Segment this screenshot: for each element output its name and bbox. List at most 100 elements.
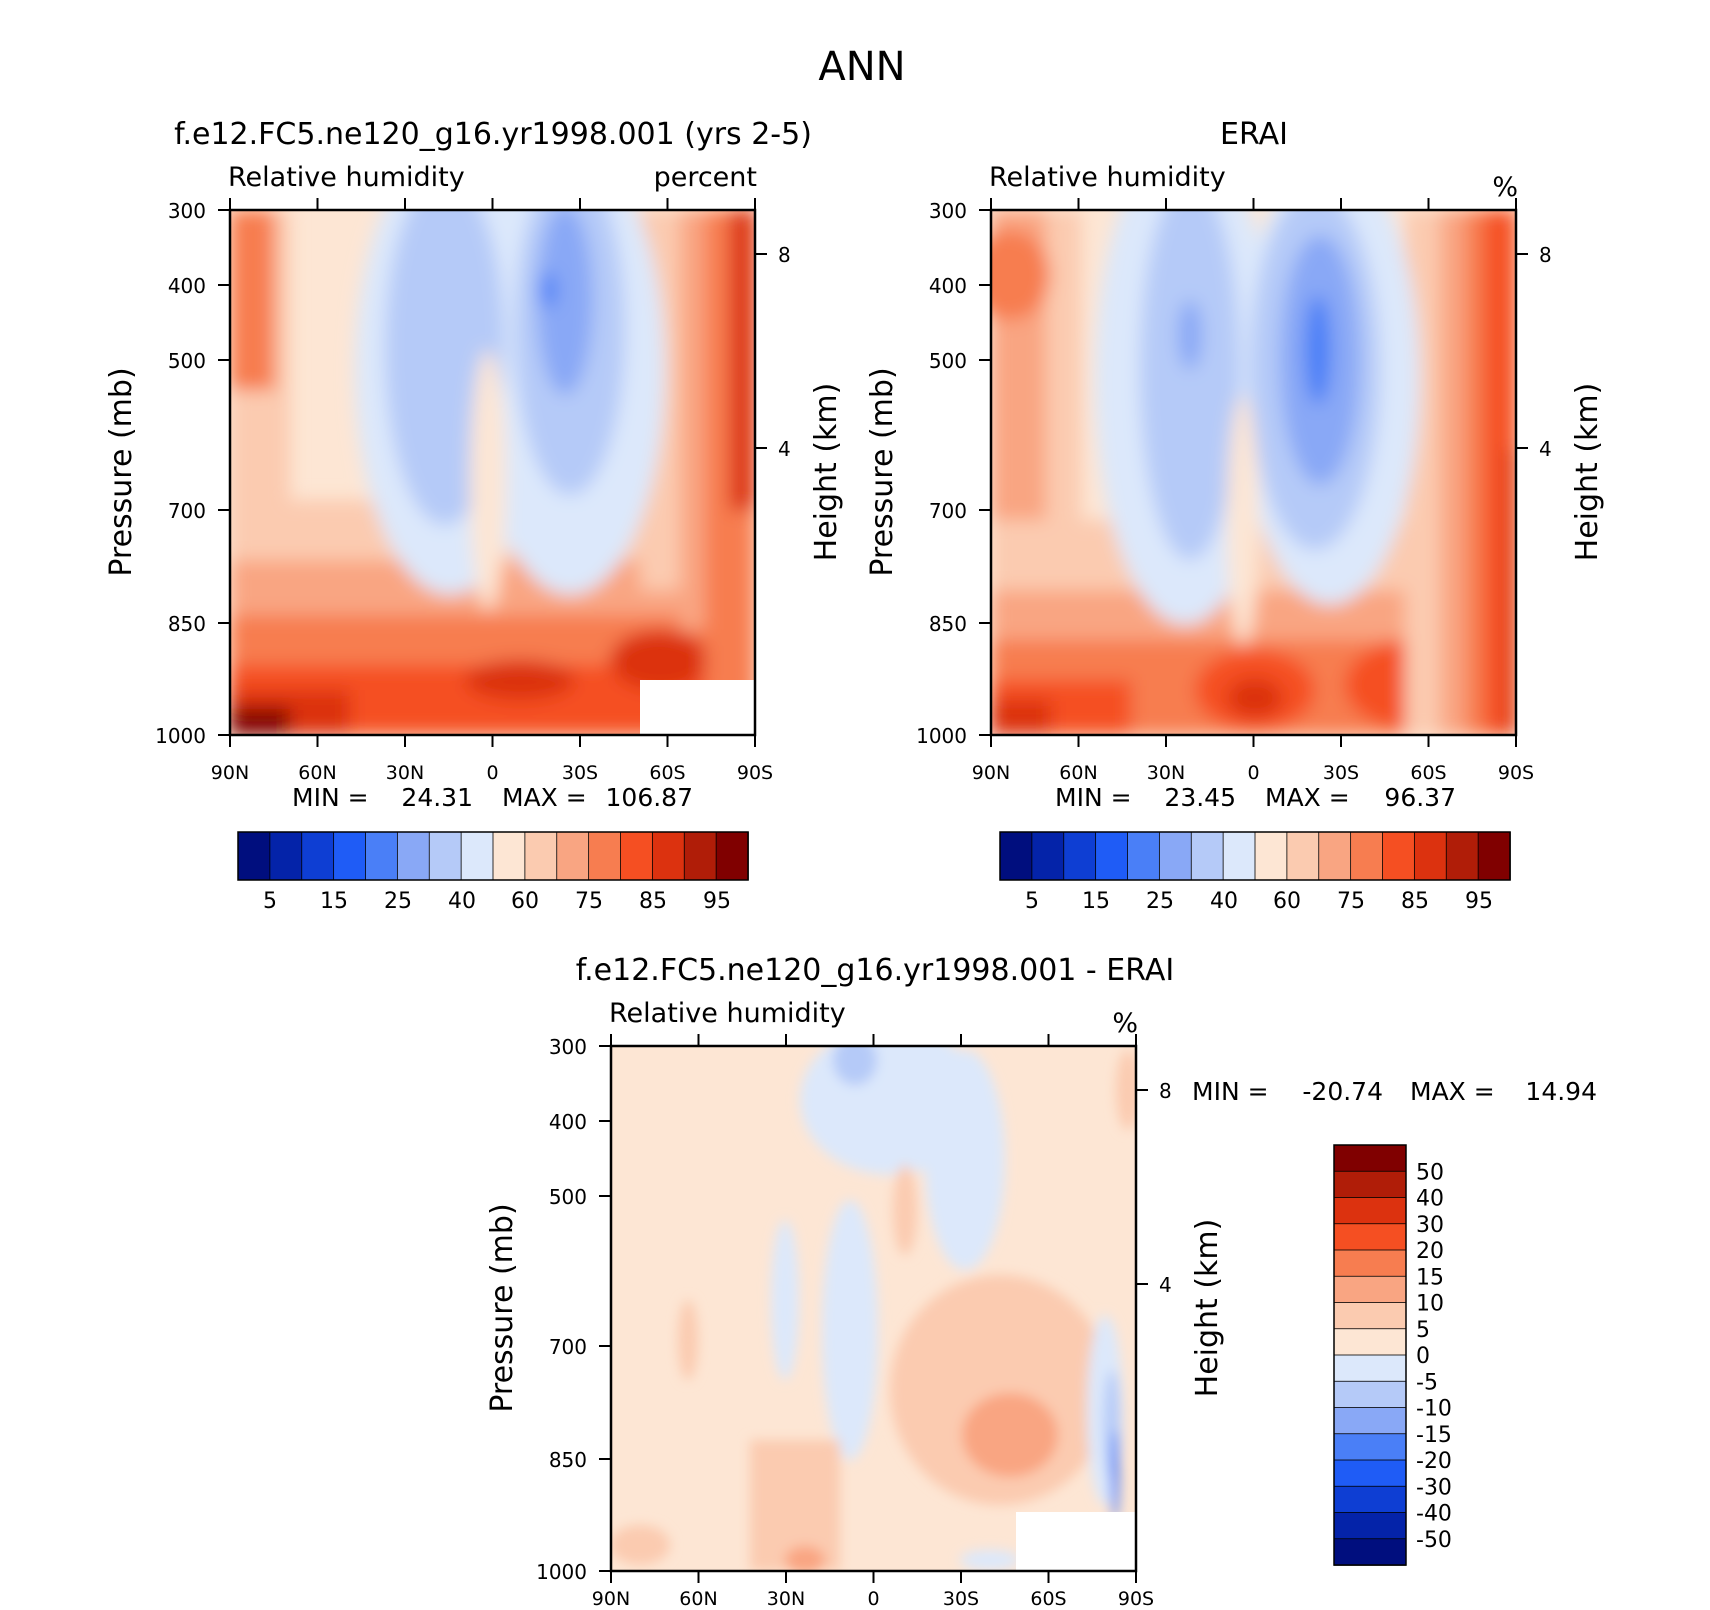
panel-model-cb-label: 5 [263, 889, 277, 914]
panel-obs-units: % [1492, 172, 1518, 203]
panel-diff-xtick: 0 [867, 1588, 879, 1610]
panel-model-xtick: 90S [737, 762, 773, 784]
panel-diff-cb-label: 50 [1416, 1160, 1444, 1185]
panel-model: f.e12.FC5.ne120_g16.yr1998.001 (yrs 2-5)… [104, 117, 844, 914]
panel-diff-xtick: 60S [1030, 1588, 1066, 1610]
colorbar-swatch [1095, 831, 1129, 881]
panel-model-ytick: 850 [168, 612, 206, 636]
panel-obs-x-ticks [990, 198, 1517, 747]
panel-diff-xtick: 30S [943, 1588, 979, 1610]
panel-obs-y2label: Height (km) [1570, 383, 1605, 562]
panel-model-y2-ticks [755, 253, 767, 449]
panel-model-xtick: 60S [649, 762, 685, 784]
panel-diff-cb-label: -30 [1416, 1475, 1452, 1500]
panel-model-cb-label: 25 [384, 889, 412, 914]
panel-diff-min-label: MIN = [1192, 1077, 1269, 1106]
panel-model-units: percent [654, 162, 757, 193]
panel-model-max-value: 106.87 [606, 783, 693, 812]
panel-obs-cb-label: 75 [1337, 889, 1365, 914]
panel-model-ytick: 700 [168, 499, 206, 523]
panel-diff-field [611, 1046, 1136, 1571]
panel-obs: ERAI Relative humidity % [865, 117, 1605, 914]
colorbar-swatch [1190, 831, 1224, 881]
panel-diff-min-value: -20.74 [1302, 1077, 1383, 1106]
panel-obs-min-value: 23.45 [1164, 783, 1236, 812]
colorbar-swatch [365, 831, 399, 881]
colorbar-swatch [524, 831, 558, 881]
panel-obs-xtick: 60N [1059, 762, 1097, 784]
panel-obs-y2tick: 4 [1539, 437, 1552, 461]
colorbar-swatch [1333, 1275, 1407, 1304]
panel-model-x-ticks [229, 198, 756, 747]
panel-model-xtick: 0 [486, 762, 498, 784]
panel-obs-xtick: 30N [1147, 762, 1185, 784]
panel-model-xtick: 90N [211, 762, 249, 784]
panel-diff-cb-label: -5 [1416, 1370, 1438, 1395]
colorbar-swatch [1333, 1485, 1407, 1514]
panel-diff-variable: Relative humidity [609, 998, 846, 1029]
panel-diff-ytick: 500 [549, 1185, 587, 1209]
colorbar-swatch [1333, 1407, 1407, 1435]
panel-diff-cb-label: -15 [1416, 1423, 1452, 1448]
panel-diff-cb-label: 15 [1416, 1265, 1444, 1290]
colorbar-swatch [620, 831, 654, 881]
panel-diff-y-ticks [599, 1045, 611, 1572]
panel-obs-colorbar [999, 831, 1511, 881]
panel-diff-xtick: 90N [592, 1588, 630, 1610]
panel-diff-x-ticks [610, 1034, 1137, 1583]
colorbar-swatch [1477, 831, 1511, 881]
panel-model-variable: Relative humidity [228, 162, 465, 193]
panel-diff-max-label: MAX = [1410, 1077, 1495, 1106]
colorbar-swatch [1445, 831, 1479, 881]
panel-model-min-label: MIN = [292, 783, 369, 812]
panel-diff-cb-label: -10 [1416, 1397, 1452, 1422]
panel-diff-max-value: 14.94 [1525, 1077, 1597, 1106]
colorbar-swatch [1031, 831, 1065, 881]
panel-obs-title: ERAI [1220, 117, 1288, 152]
colorbar-swatch [1333, 1197, 1407, 1225]
colorbar-swatch [999, 831, 1033, 881]
panel-model-cb-label: 85 [639, 889, 667, 914]
panel-obs-xtick: 60S [1410, 762, 1446, 784]
colorbar-swatch [1333, 1354, 1407, 1383]
panel-obs-y-ticks [979, 209, 991, 736]
panel-model-y2tick: 8 [778, 243, 791, 267]
panel-obs-ytick: 400 [929, 274, 967, 298]
panel-diff-cb-label: 20 [1416, 1239, 1444, 1264]
colorbar-swatch [683, 831, 717, 881]
panel-obs-ytick: 1000 [916, 724, 967, 748]
colorbar-swatch [1063, 831, 1097, 881]
panel-obs-ytick: 850 [929, 612, 967, 636]
panel-model-y2tick: 4 [778, 437, 791, 461]
colorbar-swatch [269, 831, 303, 881]
panel-diff: f.e12.FC5.ne120_g16.yr1998.001 - ERAI Re… [485, 953, 1597, 1610]
panel-model-cb-label: 40 [448, 889, 476, 914]
colorbar-swatch [1333, 1144, 1407, 1173]
colorbar-swatch [237, 831, 271, 881]
panel-obs-cb-label: 15 [1082, 889, 1110, 914]
panel-obs-y2-ticks [1516, 253, 1528, 449]
panel-obs-y2tick: 8 [1539, 243, 1552, 267]
colorbar-swatch [651, 831, 686, 881]
colorbar-swatch [492, 831, 526, 881]
panel-diff-cb-label: 40 [1416, 1187, 1444, 1212]
panel-obs-cb-label: 40 [1210, 889, 1238, 914]
panel-diff-xtick: 60N [679, 1588, 717, 1610]
colorbar-swatch [1350, 831, 1384, 881]
colorbar-swatch [1333, 1459, 1407, 1488]
panel-diff-y2tick: 4 [1159, 1273, 1172, 1297]
colorbar-swatch [1286, 831, 1320, 881]
panel-diff-y2label: Height (km) [1190, 1219, 1225, 1398]
panel-obs-xtick: 90S [1498, 762, 1534, 784]
panel-obs-cb-label: 60 [1273, 889, 1301, 914]
panel-obs-min-label: MIN = [1055, 783, 1132, 812]
colorbar-swatch [1333, 1380, 1407, 1409]
panel-diff-cb-label: -50 [1416, 1528, 1452, 1553]
panel-model-ytick: 400 [168, 274, 206, 298]
panel-diff-ytick: 400 [549, 1110, 587, 1134]
panel-model-xtick: 60N [298, 762, 336, 784]
colorbar-swatch [1382, 831, 1416, 881]
panel-obs-field [991, 210, 1516, 735]
colorbar-swatch [301, 831, 335, 881]
